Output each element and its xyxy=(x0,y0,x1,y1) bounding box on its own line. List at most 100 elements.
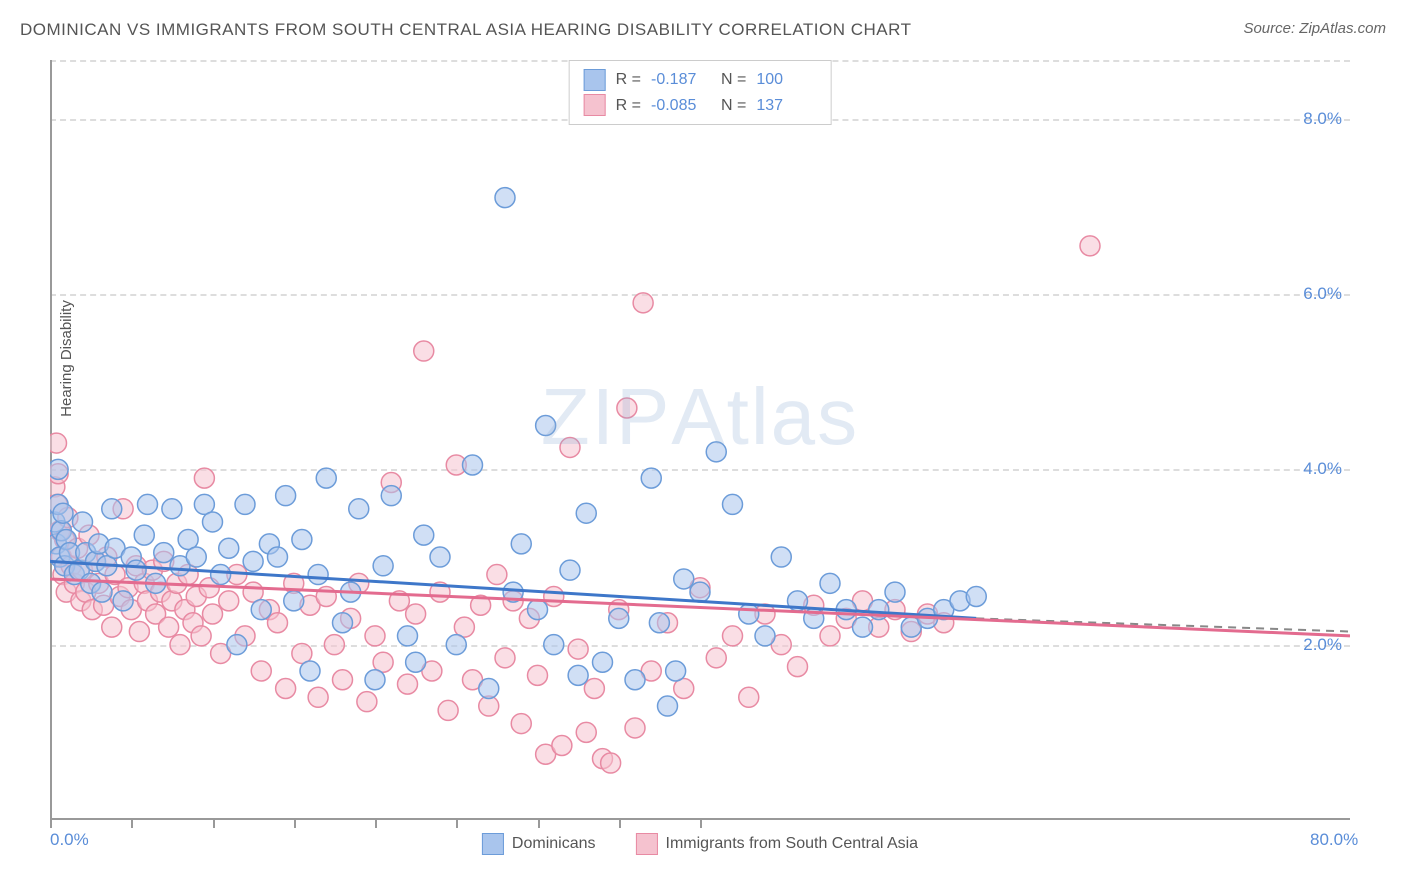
data-point xyxy=(674,569,694,589)
x-tick-mark xyxy=(700,820,702,828)
data-point xyxy=(129,622,149,642)
chart-header: DOMINICAN VS IMMIGRANTS FROM SOUTH CENTR… xyxy=(20,20,1386,40)
data-point xyxy=(276,679,296,699)
n-label: N = xyxy=(721,93,746,119)
data-point xyxy=(414,341,434,361)
legend-swatch xyxy=(482,833,504,855)
data-point xyxy=(406,604,426,624)
data-point xyxy=(134,525,154,545)
data-point xyxy=(53,503,73,523)
data-point xyxy=(739,604,759,624)
data-point xyxy=(609,608,629,628)
x-tick-label: 0.0% xyxy=(50,830,89,850)
data-point xyxy=(706,442,726,462)
data-point xyxy=(625,670,645,690)
data-point xyxy=(560,437,580,457)
n-label: N = xyxy=(721,67,746,93)
trend-line-extrapolated xyxy=(976,618,1350,631)
data-point xyxy=(788,657,808,677)
r-label: R = xyxy=(616,93,641,119)
data-point xyxy=(641,468,661,488)
data-point xyxy=(771,547,791,567)
data-point xyxy=(373,556,393,576)
legend-stats-row: R = -0.085 N = 137 xyxy=(584,93,817,119)
data-point xyxy=(511,534,531,554)
plot-svg xyxy=(50,60,1350,820)
data-point xyxy=(528,665,548,685)
data-point xyxy=(560,560,580,580)
data-point xyxy=(284,591,304,611)
legend-series-item: Dominicans xyxy=(482,833,596,855)
data-point xyxy=(126,560,146,580)
data-point xyxy=(138,494,158,514)
n-value: 137 xyxy=(756,93,816,119)
data-point xyxy=(438,700,458,720)
data-point xyxy=(191,626,211,646)
data-point xyxy=(357,692,377,712)
data-point xyxy=(219,591,239,611)
data-point xyxy=(576,722,596,742)
data-point xyxy=(308,687,328,707)
data-point xyxy=(617,398,637,418)
legend-stats-row: R = -0.187 N = 100 xyxy=(584,67,817,93)
data-point xyxy=(316,468,336,488)
x-tick-mark xyxy=(538,820,540,828)
data-point xyxy=(227,635,247,655)
x-tick-mark xyxy=(50,820,52,828)
x-tick-mark xyxy=(456,820,458,828)
legend-stats: R = -0.187 N = 100 R = -0.085 N = 137 xyxy=(569,60,832,125)
data-point xyxy=(159,617,179,637)
legend-swatch xyxy=(636,833,658,855)
data-point xyxy=(235,494,255,514)
x-tick-mark xyxy=(294,820,296,828)
x-tick-mark xyxy=(375,820,377,828)
data-point xyxy=(430,547,450,567)
data-point xyxy=(544,635,564,655)
r-value: -0.085 xyxy=(651,93,711,119)
data-point xyxy=(333,670,353,690)
scatter-plot: ZIPAtlas 2.0%4.0%6.0%8.0%0.0%80.0% xyxy=(50,60,1350,820)
data-point xyxy=(113,591,133,611)
data-point xyxy=(300,661,320,681)
data-point xyxy=(50,459,68,479)
data-point xyxy=(211,565,231,585)
data-point xyxy=(755,626,775,646)
data-point xyxy=(381,486,401,506)
data-point xyxy=(568,639,588,659)
data-point xyxy=(154,543,174,563)
legend-series-label: Immigrants from South Central Asia xyxy=(666,835,919,853)
data-point xyxy=(723,626,743,646)
data-point xyxy=(495,188,515,208)
data-point xyxy=(203,512,223,532)
data-point xyxy=(966,586,986,606)
data-point xyxy=(528,600,548,620)
n-value: 100 xyxy=(756,67,816,93)
data-point xyxy=(398,626,418,646)
data-point xyxy=(584,679,604,699)
data-point xyxy=(73,512,93,532)
data-point xyxy=(102,499,122,519)
data-point xyxy=(365,670,385,690)
x-tick-label: 80.0% xyxy=(1310,830,1358,850)
data-point xyxy=(276,486,296,506)
data-point xyxy=(170,635,190,655)
data-point xyxy=(219,538,239,558)
r-label: R = xyxy=(616,67,641,93)
data-point xyxy=(186,547,206,567)
data-point xyxy=(446,635,466,655)
r-value: -0.187 xyxy=(651,67,711,93)
data-point xyxy=(251,661,271,681)
legend-series-item: Immigrants from South Central Asia xyxy=(636,833,919,855)
data-point xyxy=(406,652,426,672)
chart-area: ZIPAtlas 2.0%4.0%6.0%8.0%0.0%80.0% R = -… xyxy=(50,60,1350,820)
chart-title: DOMINICAN VS IMMIGRANTS FROM SOUTH CENTR… xyxy=(20,20,912,40)
data-point xyxy=(414,525,434,545)
data-point xyxy=(544,586,564,606)
data-point xyxy=(820,626,840,646)
legend-series-label: Dominicans xyxy=(512,835,596,853)
data-point xyxy=(92,582,112,602)
data-point xyxy=(324,635,344,655)
x-tick-mark xyxy=(131,820,133,828)
data-point xyxy=(398,674,418,694)
data-point xyxy=(479,679,499,699)
